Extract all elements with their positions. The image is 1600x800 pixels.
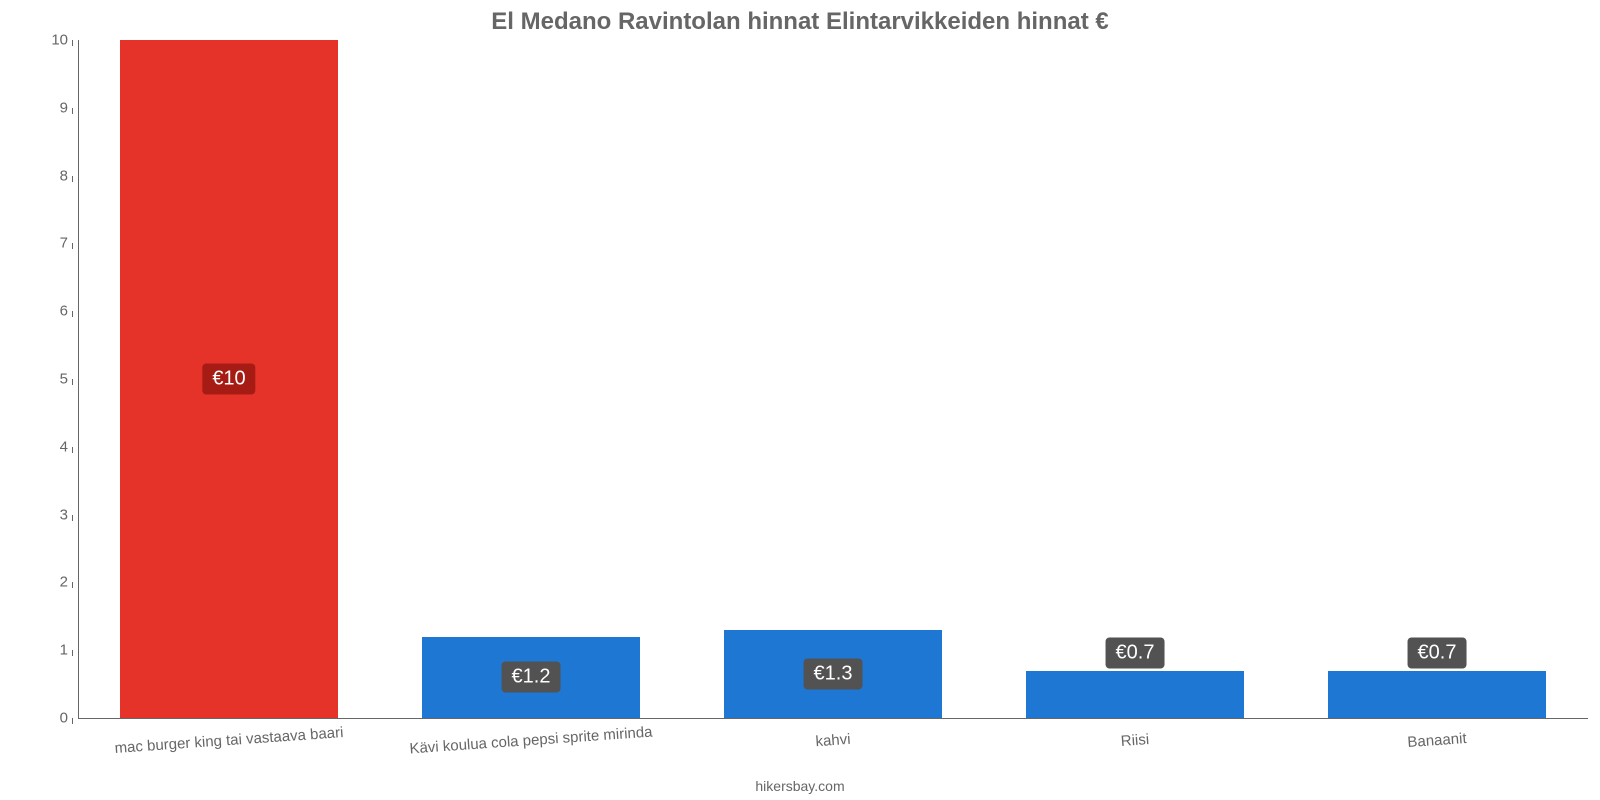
y-tick-label: 10: [51, 32, 68, 49]
category-label: Riisi: [1120, 731, 1149, 750]
bar-value-label: €0.7: [1408, 637, 1467, 668]
chart-title: El Medano Ravintolan hinnat Elintarvikke…: [0, 8, 1600, 36]
bar: [1026, 671, 1243, 718]
x-axis-line: [78, 718, 1588, 719]
y-tick-label: 5: [60, 371, 68, 388]
y-tick-mark: [72, 718, 73, 724]
y-tick-label: 8: [60, 167, 68, 184]
y-tick-label: 3: [60, 506, 68, 523]
y-tick-mark: [72, 176, 73, 182]
category-label: kahvi: [815, 731, 851, 750]
bar-value-label: €1.3: [804, 658, 863, 689]
y-tick-label: 4: [60, 438, 68, 455]
chart-footer: hikersbay.com: [0, 778, 1600, 794]
y-tick-mark: [72, 243, 73, 249]
category-label: Banaanit: [1407, 730, 1467, 751]
y-tick-label: 0: [60, 710, 68, 727]
y-tick-mark: [72, 447, 73, 453]
y-tick-label: 6: [60, 303, 68, 320]
y-tick-mark: [72, 40, 73, 46]
y-tick-label: 1: [60, 642, 68, 659]
y-axis-line: [78, 40, 79, 718]
bar-value-label: €10: [202, 364, 255, 395]
y-tick-mark: [72, 650, 73, 656]
category-label: mac burger king tai vastaava baari: [114, 724, 344, 757]
y-tick-mark: [72, 108, 73, 114]
bar: [1328, 671, 1545, 718]
y-tick-mark: [72, 379, 73, 385]
bar-value-label: €1.2: [502, 662, 561, 693]
category-label: Kävi koulua cola pepsi sprite mirinda: [409, 724, 653, 758]
y-tick-mark: [72, 582, 73, 588]
bar-value-label: €0.7: [1106, 637, 1165, 668]
y-tick-label: 9: [60, 99, 68, 116]
y-tick-label: 7: [60, 235, 68, 252]
y-tick-label: 2: [60, 574, 68, 591]
plot-area: €10 €1.2 €1.3 €0.7 €0.7: [78, 40, 1588, 718]
y-tick-mark: [72, 515, 73, 521]
price-bar-chart: El Medano Ravintolan hinnat Elintarvikke…: [0, 0, 1600, 800]
y-tick-mark: [72, 311, 73, 317]
